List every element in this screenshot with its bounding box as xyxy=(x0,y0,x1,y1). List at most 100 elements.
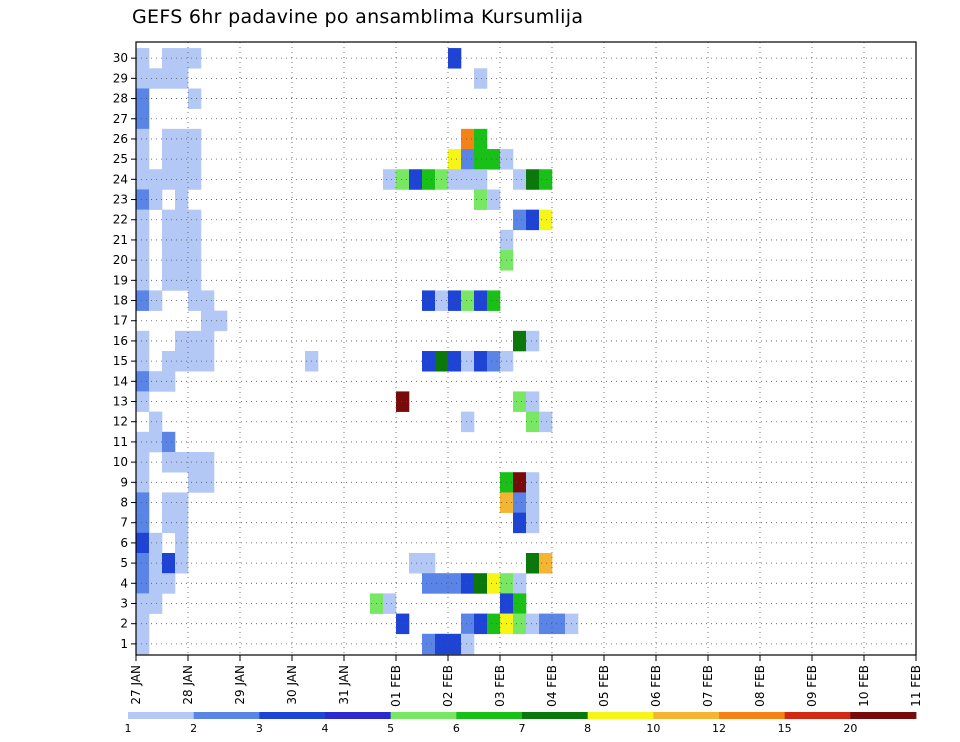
heatmap-cell xyxy=(526,472,540,493)
heatmap-cell xyxy=(526,209,540,231)
heatmap-cell xyxy=(149,411,163,433)
heatmap-cell xyxy=(526,169,540,190)
heatmap-cell xyxy=(461,573,475,594)
heatmap-cell xyxy=(162,128,176,150)
heatmap-cell xyxy=(513,492,527,513)
heatmap-cell xyxy=(162,250,176,271)
heatmap-cell xyxy=(474,613,488,635)
y-tick-label: 26 xyxy=(113,132,128,146)
colorbar-swatch xyxy=(522,712,589,719)
x-tick-label: 04 FEB xyxy=(545,665,559,707)
heatmap-cell xyxy=(513,169,527,190)
heatmap-cell xyxy=(188,330,202,352)
heatmap-cell xyxy=(188,351,202,372)
heatmap-cell xyxy=(136,351,150,372)
heatmap-cell xyxy=(136,330,150,352)
heatmap-cell xyxy=(136,512,150,534)
y-tick-label: 19 xyxy=(113,273,128,287)
chart-title: GEFS 6hr padavine po ansamblima Kursumli… xyxy=(132,6,584,28)
y-tick-label: 21 xyxy=(113,233,128,247)
y-tick-label: 13 xyxy=(113,395,128,409)
y-tick-label: 25 xyxy=(113,152,128,166)
heatmap-cell xyxy=(461,633,475,655)
y-tick-label: 12 xyxy=(113,415,128,429)
heatmap-cell xyxy=(474,290,488,311)
colorbar-swatch xyxy=(193,712,260,719)
heatmap-cell xyxy=(136,108,150,130)
heatmap-cell xyxy=(422,169,436,190)
heatmap-cell xyxy=(422,553,436,574)
y-tick-label: 22 xyxy=(113,213,128,227)
heatmap-cell xyxy=(539,169,553,190)
colorbar-label: 4 xyxy=(322,722,329,735)
heatmap-cell xyxy=(448,48,462,69)
y-tick-label: 2 xyxy=(120,617,128,631)
heatmap-cell xyxy=(396,169,410,190)
heatmap-cell xyxy=(136,553,150,574)
heatmap-cell xyxy=(461,613,475,635)
heatmap-cell xyxy=(188,229,202,251)
heatmap-cell xyxy=(136,492,150,513)
heatmap-cell xyxy=(162,169,176,190)
y-tick-label: 5 xyxy=(120,556,128,570)
colorbar-label: 20 xyxy=(843,722,857,735)
heatmap-cell xyxy=(448,573,462,594)
heatmap-cell xyxy=(136,250,150,271)
heatmap-cell xyxy=(149,431,163,453)
heatmap-cell xyxy=(162,270,176,291)
colorbar-swatch xyxy=(850,712,917,719)
heatmap-cell xyxy=(487,290,501,311)
heatmap-cell xyxy=(513,593,527,614)
heatmap-cell xyxy=(487,149,501,170)
heatmap-cell xyxy=(136,371,150,392)
heatmap-cell xyxy=(162,149,176,170)
colorbar-label: 1 xyxy=(125,722,132,735)
colorbar-swatch xyxy=(259,712,326,719)
x-tick-label: 27 JAN xyxy=(129,665,143,705)
heatmap-cell xyxy=(526,330,540,352)
heatmap-cell xyxy=(136,633,150,655)
heatmap-cell xyxy=(136,88,150,109)
y-tick-label: 15 xyxy=(113,354,128,368)
x-tick-label: 06 FEB xyxy=(649,665,663,707)
heatmap-cell xyxy=(539,613,553,635)
heatmap-cell xyxy=(136,189,150,210)
x-tick-label: 05 FEB xyxy=(597,665,611,707)
heatmap-cell xyxy=(409,169,423,190)
colorbar-swatch xyxy=(456,712,523,719)
colorbar-label: 8 xyxy=(584,722,591,735)
colorbar-label: 2 xyxy=(190,722,197,735)
y-tick-label: 3 xyxy=(120,596,128,610)
y-tick-label: 28 xyxy=(113,92,128,106)
heatmap-cell xyxy=(136,532,150,554)
heatmap-cell xyxy=(188,48,202,69)
heatmap-cell xyxy=(487,189,501,210)
heatmap-cell xyxy=(162,48,176,69)
heatmap-cell xyxy=(136,270,150,291)
heatmap-cell xyxy=(136,209,150,231)
heatmap-cell xyxy=(448,351,462,372)
heatmap-cell xyxy=(136,593,150,614)
heatmap-cell xyxy=(188,128,202,150)
heatmap-cell xyxy=(422,633,436,655)
heatmap-cell xyxy=(513,330,527,352)
heatmap-cell xyxy=(136,452,150,473)
x-tick-label: 29 JAN xyxy=(233,665,247,705)
heatmap-cell xyxy=(474,351,488,372)
heatmap-cell xyxy=(149,371,163,392)
colorbar-swatch xyxy=(390,712,457,719)
x-tick-label: 02 FEB xyxy=(441,665,455,707)
heatmap-cell xyxy=(136,472,150,493)
heatmap-cell xyxy=(461,411,475,433)
heatmap-cell xyxy=(136,573,150,594)
y-tick-label: 30 xyxy=(113,51,128,65)
heatmap-cell xyxy=(539,553,553,574)
heatmap-cell xyxy=(162,492,176,513)
colorbar-label: 15 xyxy=(778,722,792,735)
colorbar-swatch xyxy=(325,712,392,719)
heatmap-cell xyxy=(149,189,163,210)
heatmap-cell xyxy=(513,209,527,231)
heatmap-cell xyxy=(461,149,475,170)
heatmap-cell xyxy=(149,553,163,574)
heatmap-cell xyxy=(162,229,176,251)
